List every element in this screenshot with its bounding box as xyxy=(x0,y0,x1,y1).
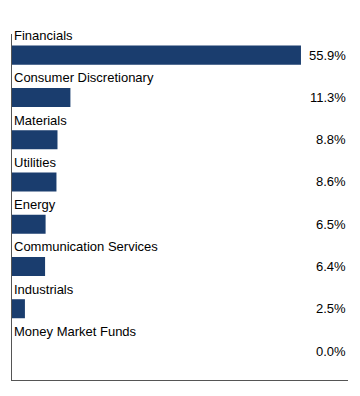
svg-text:Communication Services: Communication Services xyxy=(14,239,158,254)
svg-text:Utilities: Utilities xyxy=(14,155,56,170)
svg-text:2.5%: 2.5% xyxy=(316,301,346,316)
svg-text:Materials: Materials xyxy=(14,113,67,128)
svg-text:Money Market Funds: Money Market Funds xyxy=(14,324,137,339)
svg-text:11.3%: 11.3% xyxy=(310,90,346,105)
svg-text:6.5%: 6.5% xyxy=(316,217,346,232)
svg-text:0.0%: 0.0% xyxy=(316,344,346,359)
svg-text:8.6%: 8.6% xyxy=(316,174,346,189)
svg-text:55.9%: 55.9% xyxy=(309,48,346,63)
svg-text:Industrials: Industrials xyxy=(14,282,74,297)
svg-text:Consumer Discretionary: Consumer Discretionary xyxy=(14,70,154,85)
svg-text:Financials: Financials xyxy=(14,28,73,43)
svg-text:6.4%: 6.4% xyxy=(316,259,346,274)
svg-text:Energy: Energy xyxy=(14,197,56,212)
svg-text:8.8%: 8.8% xyxy=(316,132,346,147)
